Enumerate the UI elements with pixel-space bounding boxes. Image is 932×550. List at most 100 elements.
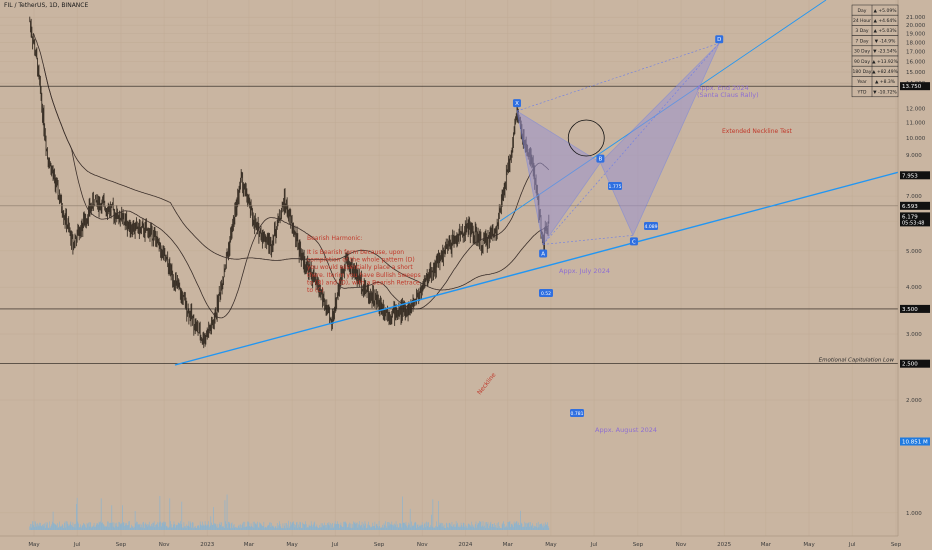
pattern-point-label: B (599, 157, 603, 163)
pattern-point-label: D (717, 37, 721, 43)
x-tick-label: May (803, 542, 815, 548)
pattern-xab (516, 110, 601, 246)
extended-neckline-label: Extended Neckline Test (722, 128, 793, 135)
neckline-trendline (174, 171, 899, 366)
y-tick-label: 3.000 (906, 332, 922, 338)
bearish-body: It is Bearish form because, upon (307, 249, 404, 256)
stats-row (851, 86, 899, 98)
price-badge (900, 359, 930, 368)
price-badge (900, 304, 930, 313)
y-tick-label: 20.000 (906, 23, 926, 29)
bearish-body: completion of the whole pattern (D) (307, 257, 415, 264)
price-badge-label: 7.953 (902, 173, 918, 179)
x-tick-label: Sep (116, 542, 127, 548)
x-tick-label: Nov (417, 542, 428, 548)
price-badge (900, 212, 930, 227)
x-tick-label: May (28, 542, 40, 548)
pattern-bcd (599, 42, 720, 237)
pattern-point-label: A (541, 251, 545, 257)
moving-average-line (43, 67, 549, 291)
x-tick-label: Nov (159, 542, 170, 548)
stats-period: 180 Day (853, 69, 872, 75)
moving-average-line (32, 32, 550, 319)
ratio-badge (570, 409, 584, 417)
y-tick-label: 9.000 (906, 153, 922, 159)
ratio-label: 0.781 (571, 411, 584, 417)
y-tick-label: 16.000 (906, 59, 926, 65)
x-tick-label: Sep (891, 542, 902, 548)
x-tick-label: 2025 (717, 542, 731, 548)
y-tick-label: 10.000 (906, 136, 926, 142)
x-tick-label: Nov (676, 542, 687, 548)
stats-value: ▲ +5.03% (874, 28, 898, 34)
ac-dashed (543, 235, 633, 245)
x-tick-label: Jul (590, 542, 598, 548)
ratio-label: 4.089 (645, 224, 658, 230)
y-tick-label: 1.000 (906, 511, 922, 517)
price-badge-label: 3.500 (902, 307, 918, 313)
ratio-badge (539, 289, 553, 297)
ad-dashed (542, 43, 720, 245)
stats-period: Day (858, 8, 867, 14)
stats-period: 90 Day (854, 59, 870, 65)
pattern-point-badge (629, 237, 638, 246)
price-badge (900, 171, 930, 180)
price-badge-label: 6.179 (902, 214, 918, 220)
y-tick-label: 21.000 (906, 15, 926, 21)
pattern-point-badge (715, 35, 724, 44)
pattern-point-label: X (515, 101, 519, 107)
price-badge (900, 201, 930, 210)
y-tick-label: 19.000 (906, 32, 926, 38)
stats-period: 24 Hour (853, 18, 871, 24)
pattern-point-badge (512, 99, 521, 108)
y-tick-label: 4.000 (906, 285, 922, 291)
price-axis-bg (898, 0, 932, 550)
x-tick-label: 2024 (458, 542, 472, 548)
pattern-point-badge (539, 249, 548, 258)
d-annotation: Appx. End 2024 (697, 84, 749, 92)
stats-period: 7 Day (855, 38, 869, 44)
stats-value: ▲ +13.92% (872, 59, 899, 65)
stats-value: ▼ -14.9% (875, 38, 897, 44)
price-badge-label: 2.500 (902, 362, 918, 368)
x-tick-label: Sep (633, 542, 644, 548)
stats-period: 30 Day (854, 49, 870, 55)
ratio-badge (608, 182, 622, 190)
level-label: Emotional Capitulation Low (819, 358, 895, 364)
price-badge (900, 437, 930, 446)
ratio-badge (644, 222, 658, 230)
y-tick-label: 2.000 (906, 398, 922, 404)
bearish-title: Bearish Harmonic: (307, 235, 362, 242)
stats-period: YTD (857, 89, 867, 95)
x-tick-label: May (545, 542, 557, 548)
stats-period: 3 Day (855, 28, 869, 34)
bearish-body: to (C) (307, 287, 324, 294)
neckline-label: Neckline (476, 371, 498, 396)
y-tick-label: 15.000 (906, 70, 926, 76)
x-tick-label: 2023 (200, 542, 214, 548)
pattern-point-badge (596, 154, 605, 163)
bearish-body: to (B) and (D), with a Bearish Retrace (307, 279, 420, 286)
price-badge (900, 82, 930, 91)
x-tick-label: Jul (73, 542, 81, 548)
target-circle (567, 119, 605, 157)
xd-dashed (516, 42, 720, 112)
x-tick-label: Jul (848, 542, 856, 548)
ratio-label: 1.775 (609, 184, 622, 190)
c-annotation: Appx. August 2024 (595, 426, 657, 434)
y-tick-label: 12.000 (906, 106, 926, 112)
x-tick-label: Mar (244, 542, 255, 548)
ratio-label: 0.52 (541, 291, 551, 297)
y-tick-label: 11.000 (906, 120, 926, 126)
x-tick-label: Mar (761, 542, 772, 548)
stats-value: ▼ -10.72% (873, 89, 897, 95)
y-tick-label: 17.000 (906, 50, 926, 56)
x-tick-label: Jul (331, 542, 339, 548)
pattern-point-label: C (632, 239, 636, 245)
price-badge-sub: 05:53:48 (902, 220, 924, 226)
y-tick-label: 7.000 (906, 194, 922, 200)
stats-period: Year (856, 79, 867, 85)
d-annotation: (Santa Claus Rally) (697, 91, 759, 99)
